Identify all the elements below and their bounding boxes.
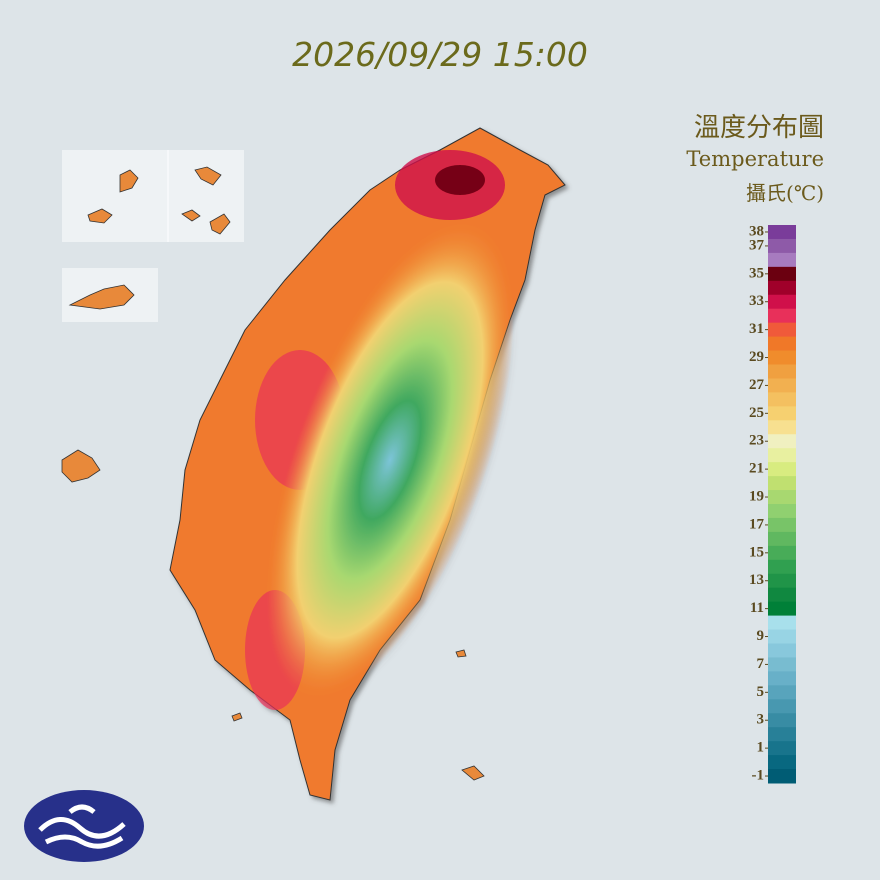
legend-unit: 攝氏(℃) xyxy=(746,181,824,205)
legend-swatch xyxy=(768,280,796,296)
legend-swatch xyxy=(768,294,796,310)
legend-swatch xyxy=(768,545,796,561)
legend-swatch xyxy=(768,364,796,379)
legend-tick-label: 17 xyxy=(749,516,765,532)
legend-swatch xyxy=(768,685,796,700)
legend-swatch xyxy=(768,434,796,449)
legend-swatch xyxy=(768,476,796,491)
legend-swatch xyxy=(768,559,796,575)
legend-tick-label: 9 xyxy=(757,628,765,644)
logo xyxy=(24,790,144,862)
legend-swatch xyxy=(768,517,796,533)
legend-swatch xyxy=(768,727,796,742)
legend-swatch xyxy=(768,769,796,784)
legend-tick-label: 21 xyxy=(749,461,764,477)
legend-swatch xyxy=(768,671,796,686)
legend-tick-label: 23 xyxy=(749,433,764,449)
legend-swatch xyxy=(768,573,796,589)
legend-swatch xyxy=(768,504,796,519)
legend-swatch xyxy=(768,378,796,393)
legend-swatch xyxy=(768,713,796,728)
legend-tick-label: -1 xyxy=(752,767,765,783)
legend-tick-label: 13 xyxy=(749,572,764,588)
legend-tick-label: 27 xyxy=(749,377,765,393)
legend-swatch xyxy=(768,448,796,463)
legend-tick-label: 37 xyxy=(749,237,765,253)
legend-tick-label: 5 xyxy=(757,684,765,700)
legend-swatch xyxy=(768,657,796,672)
legend-swatch xyxy=(768,462,796,477)
legend-tick-label: 35 xyxy=(749,265,764,281)
legend-swatch xyxy=(768,336,796,352)
legend-swatch xyxy=(768,350,796,365)
legend-swatch xyxy=(768,741,796,756)
legend-tick-label: 11 xyxy=(750,600,764,616)
legend-swatch xyxy=(768,392,796,407)
legend-swatch xyxy=(768,225,796,240)
legend-tick-label: 33 xyxy=(749,293,764,309)
legend-tick-label: 3 xyxy=(757,712,765,728)
legend-swatch xyxy=(768,629,796,644)
legend-swatch xyxy=(768,615,796,631)
legend-swatch xyxy=(768,601,796,617)
legend-subtitle: Temperature xyxy=(686,147,824,171)
legend-swatch xyxy=(768,406,796,421)
legend-swatch xyxy=(768,699,796,714)
legend-tick-label: 15 xyxy=(749,544,764,560)
legend-tick-label: 19 xyxy=(749,488,764,504)
legend-tick-label: 31 xyxy=(749,321,764,337)
legend-swatch xyxy=(768,266,796,282)
legend-swatch xyxy=(768,587,796,603)
legend-tick-label: 25 xyxy=(749,405,764,421)
legend-tick-label: 7 xyxy=(757,656,765,672)
legend-tick-label: 29 xyxy=(749,349,764,365)
islands xyxy=(61,166,485,781)
legend-title: 溫度分布圖 xyxy=(694,113,824,143)
legend-swatch xyxy=(768,643,796,658)
taiwan xyxy=(169,127,566,801)
legend-swatch xyxy=(768,308,796,324)
legend-swatch xyxy=(768,322,796,338)
legend-swatch xyxy=(768,420,796,435)
legend-swatch xyxy=(768,238,796,254)
legend-tick-label: 1 xyxy=(757,740,765,756)
legend-swatch xyxy=(768,755,796,770)
legend-swatch xyxy=(768,490,796,505)
legend-swatch xyxy=(768,531,796,547)
legend-swatch xyxy=(768,252,796,268)
map-title: 2026/09/29 15:00 xyxy=(292,35,588,74)
legend-tick-label: 38 xyxy=(749,223,764,239)
